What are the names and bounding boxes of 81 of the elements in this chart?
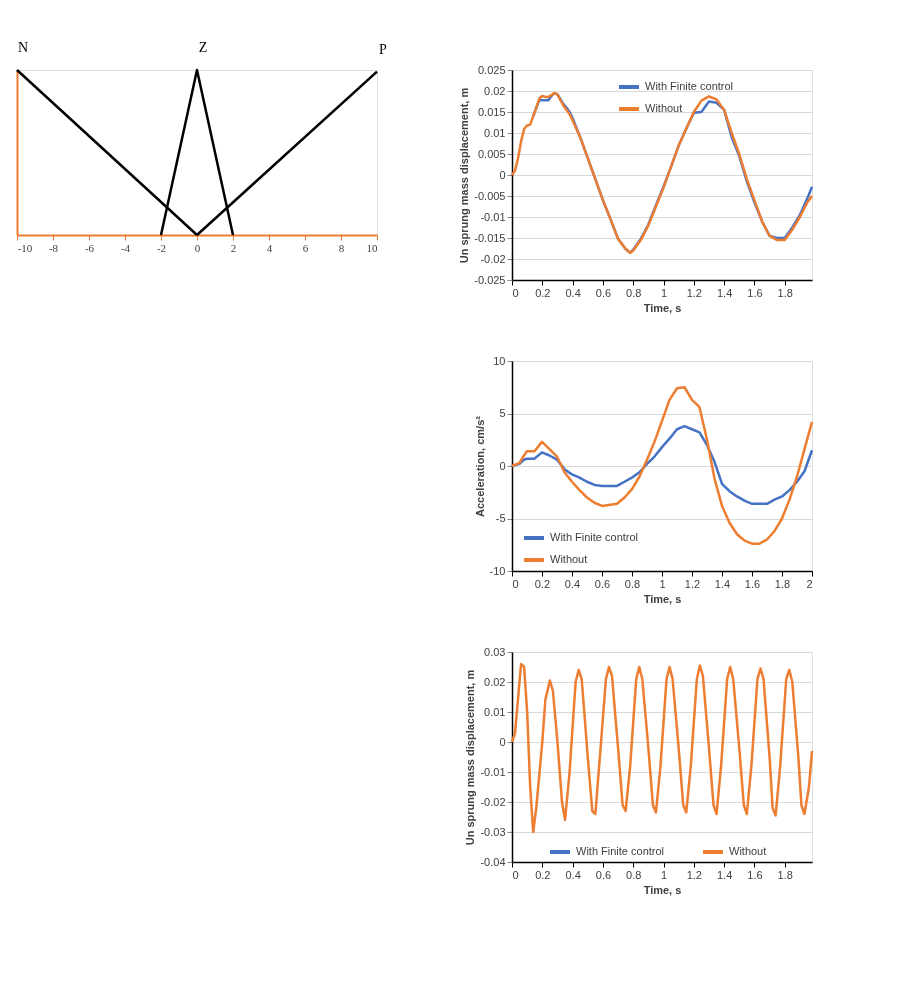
x-tick-label: 6 [302, 241, 309, 254]
series-label: Z [198, 40, 208, 55]
legend-label: With Finite control [576, 845, 665, 857]
y-axis-title: Un sprung mass displacement, m [458, 87, 471, 264]
x-axis-title: Time, s [643, 301, 682, 314]
x-tick-label: 1.8 [777, 868, 793, 881]
x-axis-title: Time, s [643, 592, 682, 605]
y-tick-label: -0.02 [480, 252, 506, 265]
x-tick-label: 0.2 [535, 868, 551, 881]
y-tick-label: -0.03 [480, 825, 506, 838]
x-tick-label: 0 [194, 241, 201, 254]
x-tick-label: 1 [659, 577, 666, 590]
x-tick-label: 1.6 [747, 286, 763, 299]
y-tick-label: 5 [499, 407, 506, 419]
x-tick-label: 0.2 [535, 286, 551, 299]
x-tick-label: 0 [512, 577, 519, 590]
x-tick-label: 0.8 [626, 286, 642, 299]
x-tick-label: 0.4 [564, 577, 581, 590]
y-tick-label: 10 [493, 354, 506, 367]
x-tick-label: -10 [17, 241, 33, 254]
x-tick-label: 1.4 [714, 577, 731, 590]
y-tick-label: 0.03 [484, 645, 506, 658]
y-tick-label: 0.01 [484, 705, 506, 718]
y-tick-label: -0.015 [474, 231, 506, 244]
x-tick-label: 1.6 [744, 577, 761, 590]
x-tick-label: -6 [84, 241, 95, 254]
y-tick-label: 0.01 [484, 126, 506, 139]
legend-label: Without [729, 845, 767, 857]
x-axis-title: Time, s [643, 883, 682, 896]
x-tick-label: 1.8 [774, 577, 791, 590]
legend-label: With Finite control [645, 80, 734, 92]
y-tick-label: -10 [489, 564, 506, 577]
x-tick-label: -2 [156, 241, 167, 254]
legend-label: With Finite control [550, 531, 639, 543]
legend-label: Without [550, 553, 588, 565]
y-tick-label: 0.02 [484, 84, 506, 97]
x-tick-label: 1.2 [684, 577, 701, 590]
x-tick-label: 0.6 [594, 577, 611, 590]
x-tick-label: 0.6 [595, 868, 612, 881]
y-tick-label: -0.01 [480, 210, 506, 223]
x-tick-label: 1.4 [716, 286, 733, 299]
x-tick-label: 4 [266, 241, 273, 254]
x-tick-label: 1 [660, 286, 668, 299]
y-tick-label: -0.01 [480, 765, 506, 778]
x-tick-label: -4 [120, 241, 131, 254]
x-tick-label: 1 [660, 868, 668, 881]
y-tick-label: -5 [495, 512, 506, 524]
y-tick-label: 0.015 [477, 105, 506, 118]
x-tick-label: -8 [48, 241, 59, 254]
x-tick-label: 8 [338, 241, 345, 254]
series-label: P [379, 41, 388, 57]
x-tick-label: 0.4 [565, 286, 581, 299]
series-label: N [17, 40, 29, 55]
x-tick-label: 1.6 [747, 868, 763, 881]
x-tick-label: 1.2 [686, 286, 702, 299]
y-tick-label: 0 [499, 735, 506, 748]
x-tick-label: 0.2 [534, 577, 551, 590]
x-tick-label: 1.2 [686, 868, 702, 881]
x-tick-label: 0.6 [595, 286, 612, 299]
x-tick-label: 0.8 [624, 577, 641, 590]
y-tick-label: 0.025 [477, 63, 506, 76]
y-axis-title: Acceleration, cm/s² [473, 415, 486, 517]
y-tick-label: -0.02 [480, 795, 506, 808]
y-tick-label: -0.005 [474, 189, 506, 202]
x-tick-label: 1.4 [716, 868, 733, 881]
x-tick-label: 2 [806, 577, 813, 590]
x-tick-label: 10 [366, 241, 378, 254]
x-tick-label: 1.8 [777, 286, 793, 299]
x-tick-label: 0 [512, 868, 519, 881]
y-tick-label: 0 [499, 168, 506, 181]
x-tick-label: 0.8 [626, 868, 642, 881]
y-tick-label: -0.04 [480, 855, 506, 868]
y-tick-label: 0.005 [477, 147, 506, 160]
y-axis-title: Un sprung mass displacement, m [464, 669, 477, 846]
y-tick-label: 0 [499, 459, 506, 472]
y-tick-label: 0.02 [484, 675, 506, 688]
x-tick-label: 0.4 [565, 868, 581, 881]
x-tick-label: 2 [230, 241, 237, 254]
y-tick-label: -0.025 [474, 273, 506, 286]
legend-label: Without [645, 102, 683, 114]
x-tick-label: 0 [512, 286, 519, 299]
